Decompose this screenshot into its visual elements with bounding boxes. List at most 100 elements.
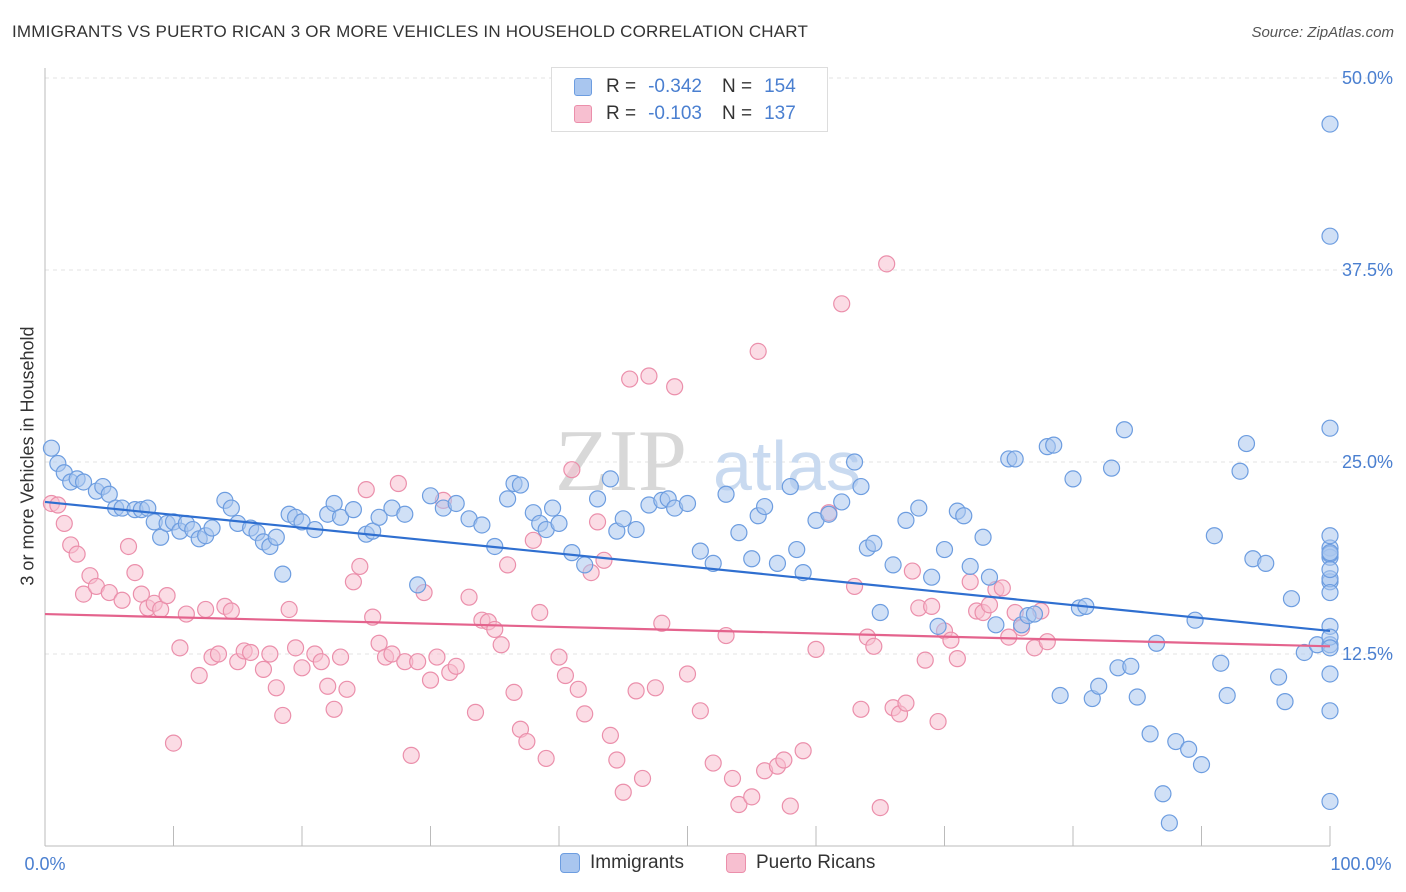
swatch-puerto-ricans bbox=[726, 853, 746, 873]
immigrants-point bbox=[1045, 436, 1063, 454]
immigrants-point bbox=[1025, 605, 1044, 623]
legend-r-label: R = bbox=[606, 76, 637, 97]
immigrants-point bbox=[1180, 740, 1198, 758]
immigrants-point bbox=[222, 499, 240, 517]
puerto-ricans-point bbox=[852, 700, 870, 718]
puerto-ricans-point bbox=[447, 657, 465, 675]
puerto-ricans-point bbox=[325, 700, 343, 718]
puerto-ricans-point bbox=[518, 732, 536, 751]
immigrants-point bbox=[1147, 634, 1166, 652]
immigrants-point bbox=[447, 494, 465, 513]
immigrants-point bbox=[511, 476, 530, 494]
legend-n-value: 137 bbox=[764, 103, 796, 124]
puerto-ricans-point bbox=[293, 659, 311, 677]
puerto-ricans-point bbox=[627, 682, 645, 700]
puerto-ricans-point bbox=[158, 587, 176, 605]
puerto-ricans-point bbox=[666, 378, 684, 396]
puerto-ricans-point bbox=[923, 597, 941, 615]
puerto-ricans-point bbox=[351, 557, 369, 576]
immigrants-point bbox=[627, 520, 645, 539]
legend-r-value: -0.103 bbox=[648, 103, 702, 124]
puerto-ricans-point bbox=[563, 461, 581, 479]
immigrants-point bbox=[845, 453, 864, 471]
immigrants-point bbox=[1167, 732, 1185, 751]
immigrants-point bbox=[1321, 560, 1339, 579]
immigrants-point bbox=[267, 528, 285, 546]
immigrants-point bbox=[1141, 725, 1159, 743]
chart-title: IMMIGRANTS VS PUERTO RICAN 3 OR MORE VEH… bbox=[12, 22, 809, 41]
puerto-ricans-point bbox=[961, 573, 979, 591]
immigrants-point bbox=[781, 477, 799, 496]
immigrants-point bbox=[1051, 686, 1069, 705]
puerto-ricans-point bbox=[370, 634, 388, 652]
immigrants-point bbox=[203, 519, 221, 537]
puerto-ricans-point bbox=[897, 694, 915, 712]
puerto-ricans-point bbox=[492, 636, 510, 654]
puerto-ricans-point bbox=[588, 513, 607, 531]
immigrants-point bbox=[1321, 583, 1339, 602]
immigrants-point bbox=[1205, 527, 1223, 545]
immigrants-point bbox=[1295, 643, 1313, 662]
tick-labels: 12.5% 25.0% 37.5% 50.0% 0.0% 100.0% bbox=[24, 68, 1393, 874]
puerto-ricans-point bbox=[595, 551, 613, 569]
y-axis-label: 3 or more Vehicles in Household bbox=[17, 326, 38, 586]
immigrants-point bbox=[1276, 693, 1294, 711]
legend-item-immigrants[interactable]: Immigrants bbox=[560, 852, 684, 874]
puerto-ricans-point bbox=[190, 666, 208, 685]
puerto-ricans-point bbox=[466, 703, 485, 721]
immigrants-point bbox=[678, 494, 697, 513]
immigrants-point bbox=[601, 470, 620, 488]
puerto-ricans-point bbox=[749, 342, 767, 361]
immigrants-point bbox=[1122, 657, 1140, 675]
immigrants-point bbox=[987, 616, 1005, 634]
immigrants-point bbox=[1282, 590, 1301, 608]
puerto-ricans-point bbox=[274, 706, 292, 725]
puerto-ricans-point bbox=[678, 665, 697, 683]
puerto-ricans-point bbox=[74, 585, 93, 603]
puerto-ricans-point bbox=[865, 637, 883, 655]
immigrants-point bbox=[1321, 527, 1339, 545]
immigrants-point bbox=[550, 514, 568, 533]
immigrants-point bbox=[897, 511, 915, 529]
legend-row-puerto-ricans: R = -0.103 N = 137 bbox=[574, 102, 796, 126]
puerto-ricans-point bbox=[993, 579, 1011, 597]
puerto-ricans-point bbox=[197, 600, 215, 619]
immigrants-point bbox=[1154, 785, 1172, 803]
puerto-ricans-point bbox=[878, 255, 896, 273]
puerto-ricans-point bbox=[621, 370, 639, 388]
legend-n-label: N = bbox=[721, 103, 753, 124]
puerto-ricans-point bbox=[505, 683, 523, 702]
immigrants-point bbox=[755, 497, 774, 516]
puerto-ricans-point bbox=[730, 795, 748, 814]
puerto-ricans-point bbox=[524, 531, 542, 549]
immigrants-point bbox=[833, 493, 851, 511]
immigrants-point bbox=[1128, 688, 1146, 706]
puerto-ricans-point bbox=[845, 577, 864, 596]
puerto-ricans-point bbox=[723, 769, 742, 788]
puerto-ricans-point bbox=[164, 734, 183, 752]
puerto-ricans-point bbox=[1038, 633, 1056, 651]
immigrants-point bbox=[1321, 639, 1339, 657]
puerto-ricans-point bbox=[499, 556, 517, 574]
legend-row-immigrants: R = -0.342 N = 154 bbox=[574, 75, 796, 99]
immigrants-point bbox=[499, 490, 517, 508]
legend-item-puerto-ricans[interactable]: Puerto Ricans bbox=[726, 852, 875, 874]
puerto-ricans-point bbox=[486, 620, 504, 639]
immigrants-point bbox=[152, 528, 170, 546]
immigrants-point bbox=[100, 485, 118, 503]
puerto-ricans-point bbox=[948, 650, 966, 668]
puerto-ricans-point bbox=[871, 798, 889, 817]
y-tick-label: 12.5% bbox=[1342, 644, 1393, 664]
legend-label-immigrants: Immigrants bbox=[590, 852, 684, 873]
immigrants-point bbox=[543, 499, 562, 517]
puerto-ricans-point bbox=[460, 588, 478, 606]
immigrants-point bbox=[370, 508, 388, 526]
legend-r-label: R = bbox=[606, 103, 637, 124]
y-tick-label: 50.0% bbox=[1342, 68, 1393, 88]
puerto-ricans-trend-line bbox=[44, 612, 1331, 648]
puerto-ricans-point bbox=[601, 726, 620, 745]
puerto-ricans-point bbox=[100, 583, 118, 602]
immigrants-point bbox=[923, 568, 941, 586]
immigrants-point bbox=[396, 505, 414, 523]
puerto-ricans-point bbox=[113, 591, 131, 609]
